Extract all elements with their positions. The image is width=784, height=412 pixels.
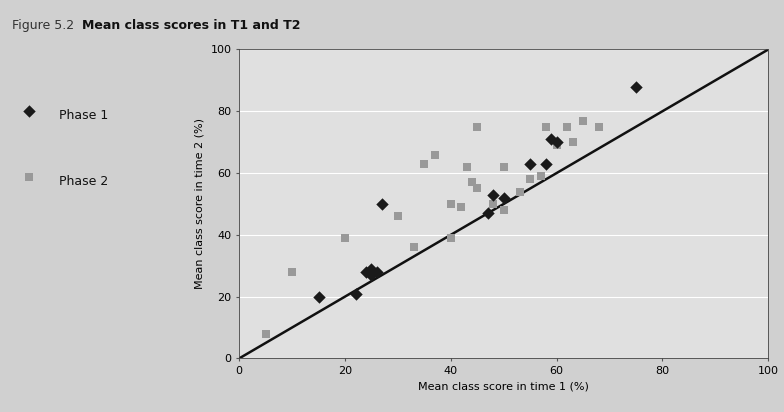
Point (349, 290, 361, 297)
Point (376, 201, 388, 207)
Point (487, 201, 499, 207)
Point (577, 117, 590, 124)
Point (593, 124, 605, 130)
Point (391, 213, 405, 220)
Point (418, 161, 430, 167)
Point (566, 139, 579, 145)
Point (497, 164, 510, 170)
Point (445, 201, 457, 207)
Point (487, 191, 499, 198)
Point (360, 269, 372, 275)
Point (481, 210, 494, 217)
Point (370, 269, 383, 275)
Point (630, 83, 642, 90)
Point (561, 124, 573, 130)
Point (497, 194, 510, 201)
Point (514, 188, 526, 195)
Point (429, 151, 441, 158)
Point (539, 161, 552, 167)
Point (408, 244, 420, 250)
Point (365, 269, 378, 275)
Point (339, 235, 351, 241)
Text: Phase 2: Phase 2 (59, 175, 108, 188)
X-axis label: Mean class score in time 1 (%): Mean class score in time 1 (%) (419, 382, 589, 392)
Point (471, 185, 484, 192)
Point (445, 235, 457, 241)
Point (535, 173, 547, 180)
Point (23, 174, 35, 180)
Point (260, 330, 272, 337)
Point (471, 124, 484, 130)
Point (455, 204, 467, 211)
Point (365, 265, 378, 272)
Point (23, 108, 35, 115)
Point (550, 142, 563, 149)
Point (545, 136, 557, 143)
Point (497, 207, 510, 213)
Point (365, 272, 378, 279)
Point (312, 293, 325, 300)
Point (460, 164, 473, 170)
Point (524, 161, 536, 167)
Text: Phase 1: Phase 1 (59, 109, 108, 122)
Point (524, 176, 536, 183)
Point (550, 139, 563, 145)
Point (285, 269, 298, 275)
Text: Mean class scores in T1 and T2: Mean class scores in T1 and T2 (82, 19, 301, 32)
Text: Figure 5.2: Figure 5.2 (12, 19, 74, 32)
Point (466, 179, 478, 185)
Point (539, 124, 552, 130)
Y-axis label: Mean class score in time 2 (%): Mean class score in time 2 (%) (195, 118, 205, 290)
